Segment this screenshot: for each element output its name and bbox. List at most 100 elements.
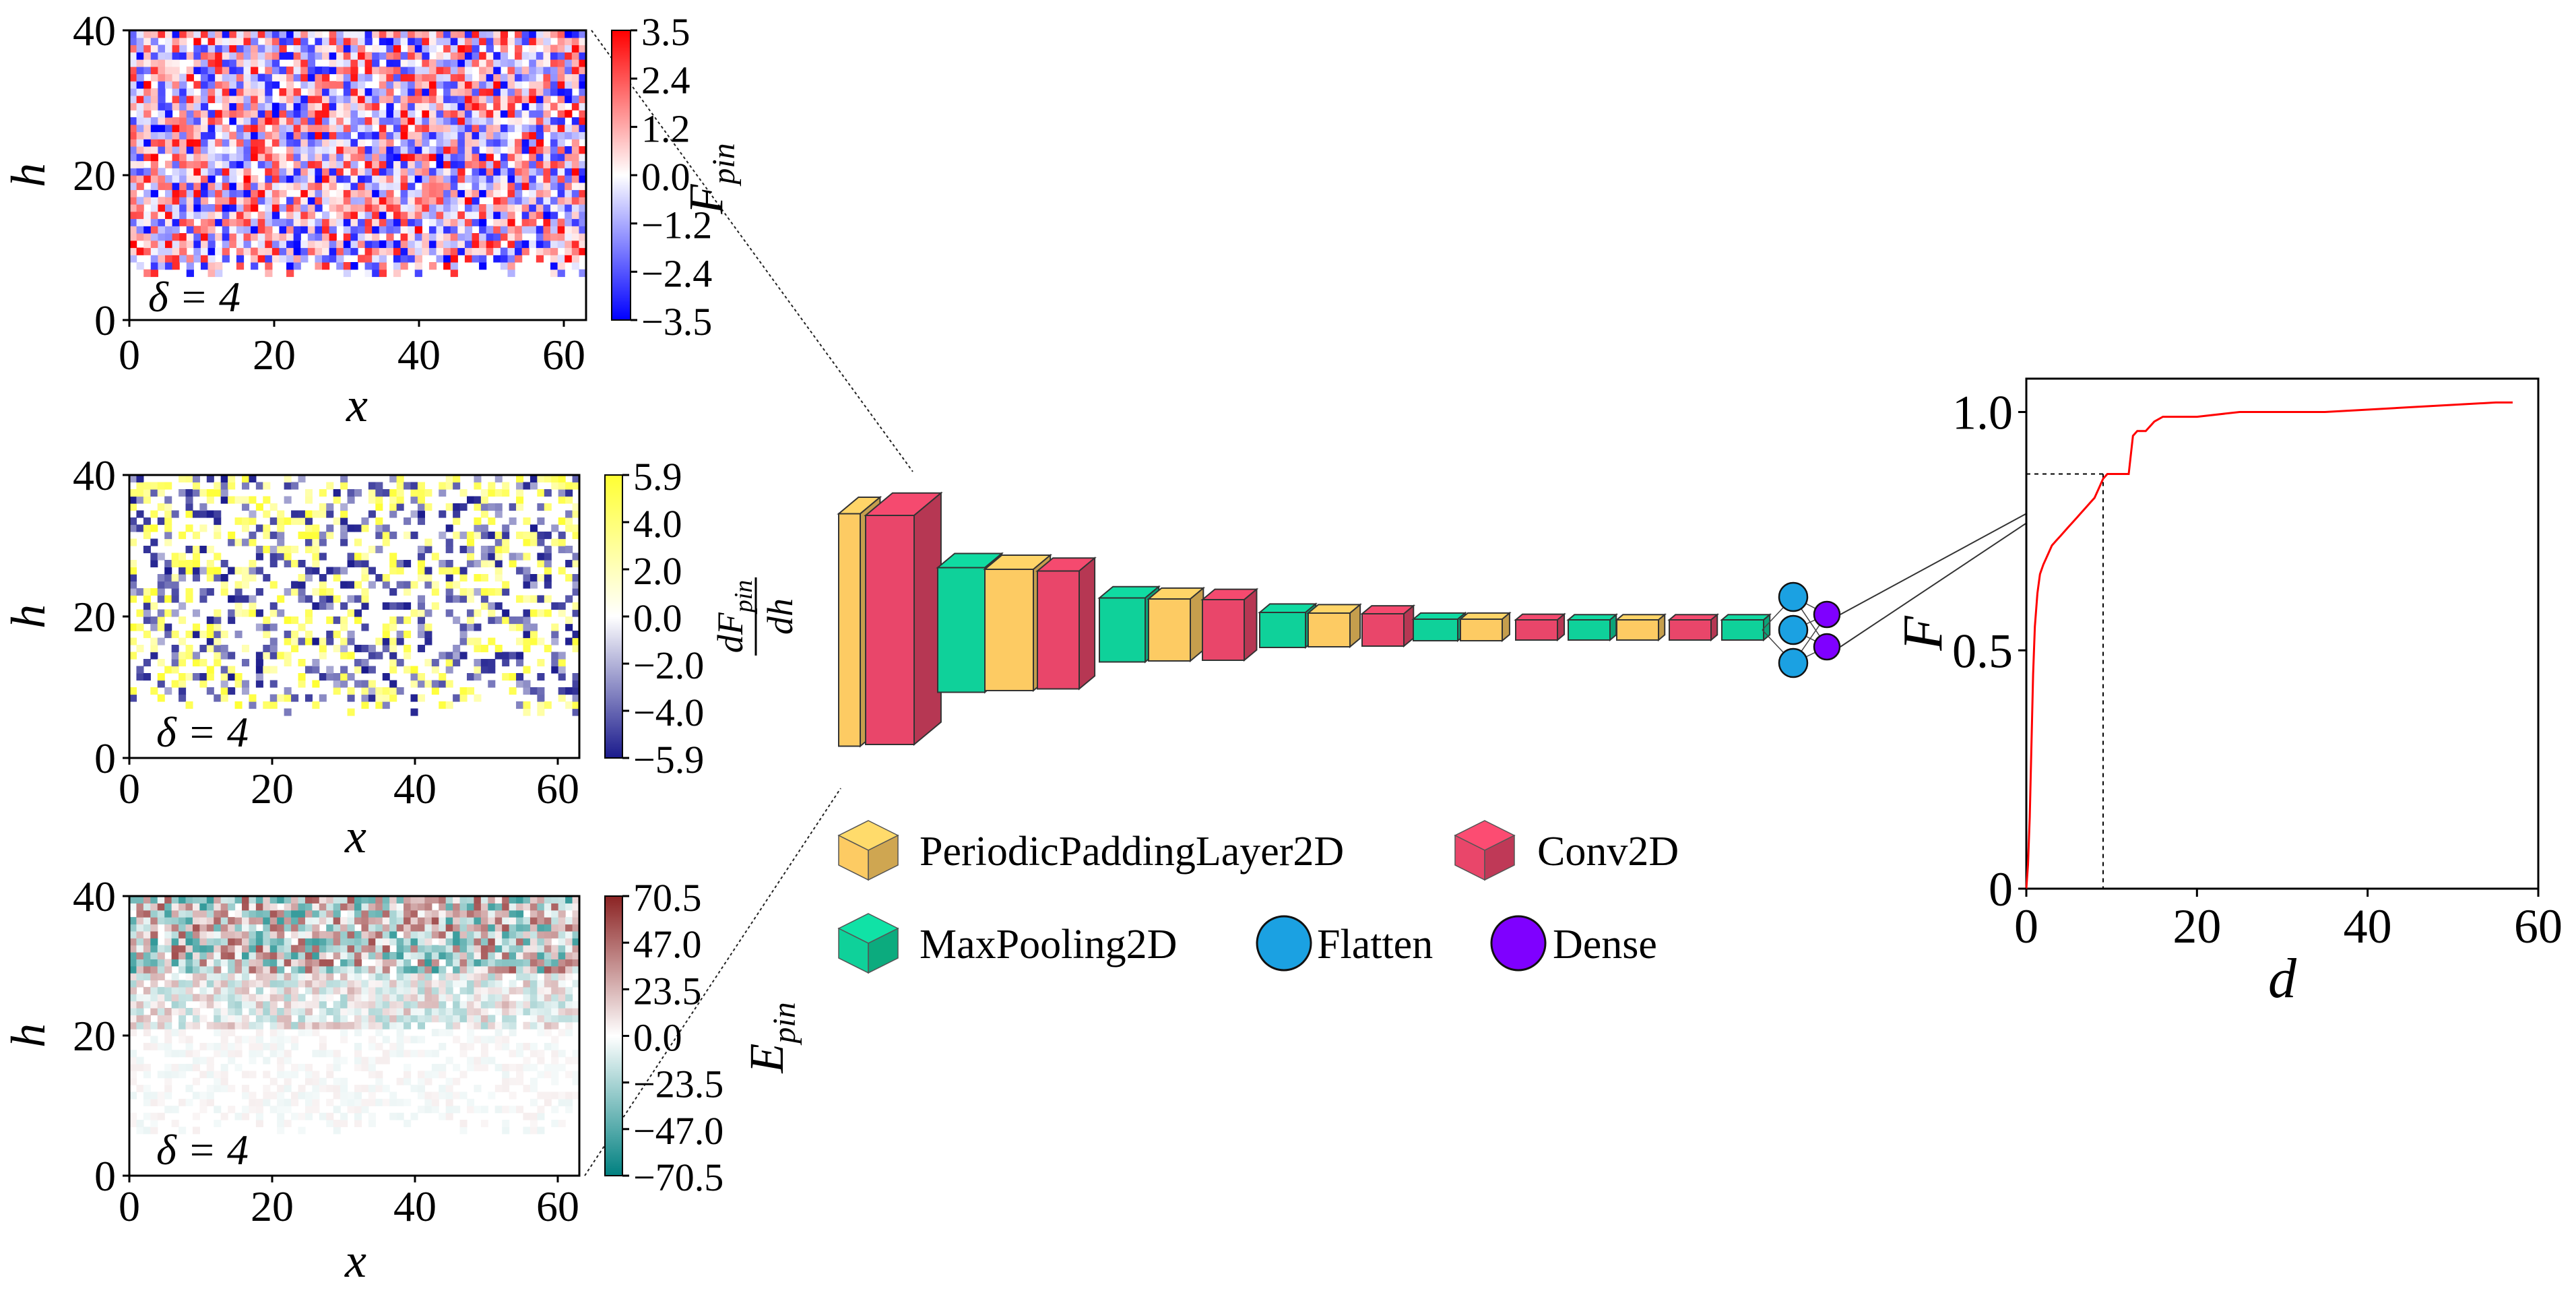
heatmap-cell bbox=[408, 160, 416, 168]
heatmap-cell bbox=[284, 560, 292, 568]
heatmap-cell bbox=[234, 910, 243, 918]
heatmap-cell bbox=[439, 965, 447, 974]
heatmap-cell bbox=[186, 52, 194, 60]
heatmap-cell bbox=[410, 609, 418, 617]
heatmap-cell bbox=[410, 482, 418, 490]
heatmap-cell bbox=[572, 1015, 580, 1023]
heatmap-cell bbox=[251, 247, 259, 255]
chart-y-tick-label: 1.0 bbox=[1952, 386, 2013, 440]
heatmap-cell bbox=[214, 637, 222, 645]
heatmap-cell bbox=[509, 503, 517, 511]
heatmap-cell bbox=[179, 189, 187, 197]
heatmap-cell bbox=[343, 117, 351, 125]
heatmap-cell bbox=[424, 489, 432, 497]
y-tick-label: 0 bbox=[94, 296, 116, 344]
heatmap-cell bbox=[214, 1120, 222, 1127]
heatmap-cell bbox=[164, 503, 172, 511]
heatmap-cell bbox=[228, 1050, 236, 1058]
heatmap-cell bbox=[143, 489, 151, 497]
heatmap-cell bbox=[200, 182, 209, 191]
heatmap-cell bbox=[236, 124, 245, 133]
heatmap-cell bbox=[368, 1112, 376, 1120]
heatmap-cell bbox=[474, 938, 482, 946]
heatmap-cell bbox=[445, 1021, 453, 1029]
heatmap-cell bbox=[480, 910, 488, 918]
heatmap-cell bbox=[464, 66, 473, 75]
heatmap-cell bbox=[277, 1021, 285, 1029]
heatmap-cell bbox=[333, 517, 341, 526]
heatmap-cell bbox=[192, 1127, 200, 1135]
heatmap-cell bbox=[269, 980, 278, 988]
heatmap-cell bbox=[150, 1127, 158, 1135]
heatmap-cell bbox=[220, 489, 228, 497]
heatmap-cell bbox=[277, 1042, 285, 1050]
heatmap-cell bbox=[206, 567, 214, 575]
heatmap-cell bbox=[326, 903, 334, 911]
colorbar-ticks-fpin: 3.52.41.20.0−1.2−2.4−3.5 bbox=[631, 10, 712, 344]
heatmap-cell bbox=[300, 226, 309, 234]
heatmap-cell bbox=[143, 153, 152, 162]
heatmap-cell bbox=[509, 959, 517, 967]
heatmap-cell bbox=[557, 168, 565, 176]
heatmap-cell bbox=[486, 81, 494, 89]
heatmap-cell bbox=[200, 117, 209, 125]
heatmap-cell bbox=[185, 652, 193, 660]
heatmap-cell bbox=[185, 930, 193, 939]
heatmap-cell bbox=[396, 687, 404, 695]
heatmap-cell bbox=[192, 945, 200, 953]
heatmap-cell bbox=[571, 197, 579, 205]
heatmap-cell bbox=[579, 168, 587, 176]
heatmap-cell bbox=[312, 666, 320, 674]
heatmap-cell bbox=[488, 1001, 496, 1009]
layer-side-face bbox=[1190, 586, 1204, 663]
heatmap-cell bbox=[479, 204, 487, 212]
heatmap-cell bbox=[558, 1029, 566, 1037]
heatmap-cell bbox=[500, 44, 509, 53]
heatmap-cell bbox=[284, 994, 292, 1002]
heatmap-cell bbox=[445, 1106, 453, 1114]
heatmap-cell bbox=[488, 938, 496, 946]
heatmap-cell bbox=[249, 952, 257, 959]
heatmap-cell bbox=[361, 666, 369, 674]
heatmap-cell bbox=[185, 475, 193, 483]
heatmap-cell bbox=[424, 623, 432, 631]
heatmap-cell bbox=[464, 124, 473, 133]
chart-x-tick-label: 0 bbox=[2014, 899, 2038, 953]
heatmap-cell bbox=[550, 197, 558, 205]
heatmap-cell bbox=[206, 924, 214, 932]
heatmap-cell bbox=[417, 482, 425, 490]
heatmap-cell bbox=[336, 247, 344, 255]
heatmap-cell bbox=[404, 1008, 412, 1015]
heatmap-cell bbox=[464, 247, 473, 255]
heatmap-cell bbox=[417, 1036, 425, 1044]
colorbar-tick-label: 2.4 bbox=[641, 59, 690, 102]
heatmap-cell bbox=[243, 110, 251, 118]
heatmap-cell bbox=[443, 175, 451, 183]
heatmap-cell bbox=[502, 896, 510, 903]
heatmap-cell bbox=[565, 973, 573, 981]
heatmap-cell bbox=[236, 66, 245, 75]
heatmap-cell bbox=[507, 153, 515, 162]
heatmap-cell bbox=[279, 44, 287, 53]
heatmap-cell bbox=[269, 973, 278, 981]
heatmap-cell bbox=[286, 240, 294, 249]
heatmap-cell bbox=[414, 131, 422, 139]
heatmap-cell bbox=[164, 197, 173, 205]
heatmap-cell bbox=[277, 546, 285, 554]
heatmap-cell bbox=[286, 262, 294, 270]
heatmap-cell bbox=[565, 917, 573, 925]
heatmap-cell bbox=[551, 1042, 559, 1050]
heatmap-cell bbox=[500, 95, 509, 104]
heatmap-cell bbox=[312, 903, 320, 911]
heatmap-cell bbox=[222, 59, 230, 67]
heatmap-cell bbox=[263, 532, 271, 540]
heatmap-cell bbox=[410, 903, 418, 911]
heatmap-cell bbox=[557, 52, 565, 60]
heatmap-cell bbox=[291, 896, 299, 903]
heatmap-cell bbox=[215, 73, 223, 82]
heatmap-cell bbox=[450, 73, 458, 82]
heatmap-cell bbox=[291, 694, 299, 702]
heatmap-cell bbox=[439, 945, 447, 953]
heatmap-cell bbox=[150, 233, 158, 241]
heatmap-cell bbox=[319, 980, 327, 988]
